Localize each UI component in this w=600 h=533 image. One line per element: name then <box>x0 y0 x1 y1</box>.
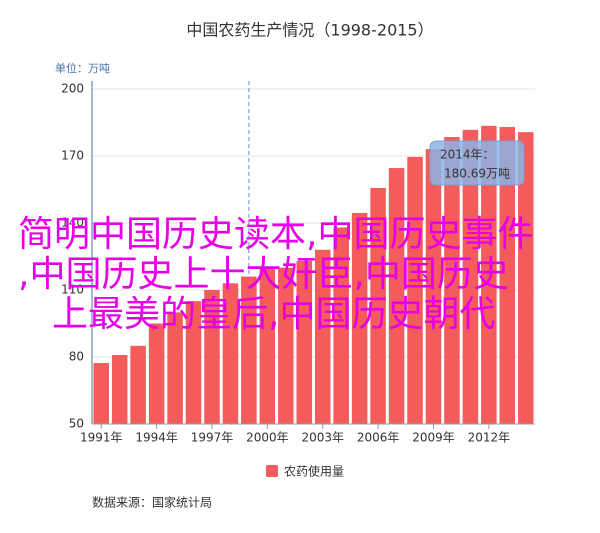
overlay-text: 简明中国历史读本,中国历史事件 <box>18 214 533 255</box>
bar <box>314 249 331 424</box>
bar <box>278 267 294 424</box>
bar <box>333 227 349 424</box>
bar <box>185 301 202 424</box>
y-tick-label: 200 <box>61 82 84 96</box>
y-tick-label: 110 <box>61 283 84 297</box>
bar <box>148 323 165 424</box>
x-tick-label: 1997年 <box>191 431 234 445</box>
y-tick-label: 50 <box>69 417 84 431</box>
bar <box>130 345 146 424</box>
source: 数据来源：国家统计局 <box>92 495 212 510</box>
bar <box>444 137 460 424</box>
x-tick-label: 2006年 <box>357 431 400 445</box>
x-tick-label: 2009年 <box>412 431 455 445</box>
bar <box>296 260 313 424</box>
chart-title: 中国农药生产情况（1998-2015） <box>186 21 433 40</box>
bar <box>425 149 442 424</box>
x-tick-label: 2000年 <box>246 431 289 445</box>
bar <box>462 129 479 424</box>
overlay-text: 上最美的皇后,中国历史朝代 <box>52 294 495 335</box>
bar <box>370 187 386 424</box>
y-tick-label: 170 <box>61 149 84 163</box>
unit-label: 单位：万吨 <box>55 61 110 75</box>
tooltip-box <box>429 140 525 186</box>
bar <box>222 283 239 424</box>
bar <box>259 267 276 424</box>
x-tick-label: 1994年 <box>135 431 178 445</box>
bar <box>204 290 220 424</box>
y-tick-label: 80 <box>69 350 84 364</box>
bar <box>481 125 497 424</box>
bar <box>111 354 128 424</box>
bar <box>499 126 516 424</box>
bar <box>518 132 534 424</box>
x-tick-label: 2003年 <box>301 431 344 445</box>
x-tick-label: 2012年 <box>468 431 511 445</box>
tooltip-label: 2014年： <box>440 148 495 162</box>
bar <box>388 168 405 424</box>
bar <box>93 363 109 424</box>
legend-swatch <box>266 465 278 477</box>
y-tick-label: 140 <box>61 216 84 230</box>
bar <box>407 156 423 425</box>
bar <box>351 212 368 424</box>
x-tick-label: 1991年 <box>80 431 123 445</box>
legend-label: 农药使用量 <box>284 464 344 479</box>
tooltip-value: 180.69万吨 <box>444 167 510 181</box>
bar <box>167 312 183 424</box>
bar <box>241 276 257 424</box>
overlay-text: ,中国历史上十大奸臣,中国历史 <box>18 254 509 295</box>
